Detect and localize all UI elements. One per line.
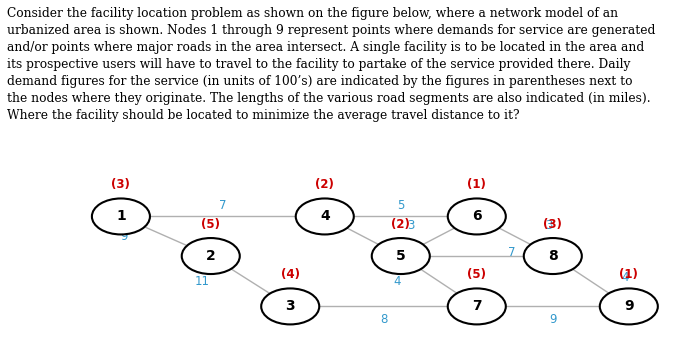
Text: (1): (1) xyxy=(619,268,638,281)
Text: 11: 11 xyxy=(195,275,209,288)
Text: 4: 4 xyxy=(320,209,330,224)
Text: 4: 4 xyxy=(622,271,629,284)
Ellipse shape xyxy=(448,199,506,235)
Text: 8: 8 xyxy=(548,249,558,263)
Text: 3: 3 xyxy=(408,219,415,232)
Ellipse shape xyxy=(182,238,240,274)
Text: (3): (3) xyxy=(111,178,131,191)
Text: 5: 5 xyxy=(397,199,404,212)
Text: 5: 5 xyxy=(396,249,406,263)
Text: (5): (5) xyxy=(467,268,486,281)
Ellipse shape xyxy=(524,238,582,274)
Text: 6: 6 xyxy=(472,209,482,224)
Text: 4: 4 xyxy=(394,275,401,288)
Text: 7: 7 xyxy=(508,246,515,259)
Text: 3: 3 xyxy=(546,219,553,232)
Ellipse shape xyxy=(372,238,430,274)
Ellipse shape xyxy=(92,199,150,235)
Text: 9: 9 xyxy=(121,230,128,243)
Text: (2): (2) xyxy=(391,218,410,231)
Ellipse shape xyxy=(261,289,319,325)
Text: (1): (1) xyxy=(467,178,486,191)
Text: 9: 9 xyxy=(624,299,634,313)
Text: (3): (3) xyxy=(543,218,562,231)
Ellipse shape xyxy=(296,199,354,235)
Text: 8: 8 xyxy=(380,312,387,326)
Ellipse shape xyxy=(448,289,506,325)
Text: 7: 7 xyxy=(472,299,482,313)
Ellipse shape xyxy=(600,289,658,325)
Text: 2: 2 xyxy=(206,249,216,263)
Text: 3: 3 xyxy=(332,219,339,232)
Text: (4): (4) xyxy=(281,268,300,281)
Text: 1: 1 xyxy=(116,209,126,224)
Text: (2): (2) xyxy=(315,178,334,191)
Text: 7: 7 xyxy=(219,199,227,212)
Text: Consider the facility location problem as shown on the figure below, where a net: Consider the facility location problem a… xyxy=(7,7,655,122)
Text: 9: 9 xyxy=(549,312,556,326)
Text: 3: 3 xyxy=(285,299,295,313)
Text: (5): (5) xyxy=(201,218,220,231)
